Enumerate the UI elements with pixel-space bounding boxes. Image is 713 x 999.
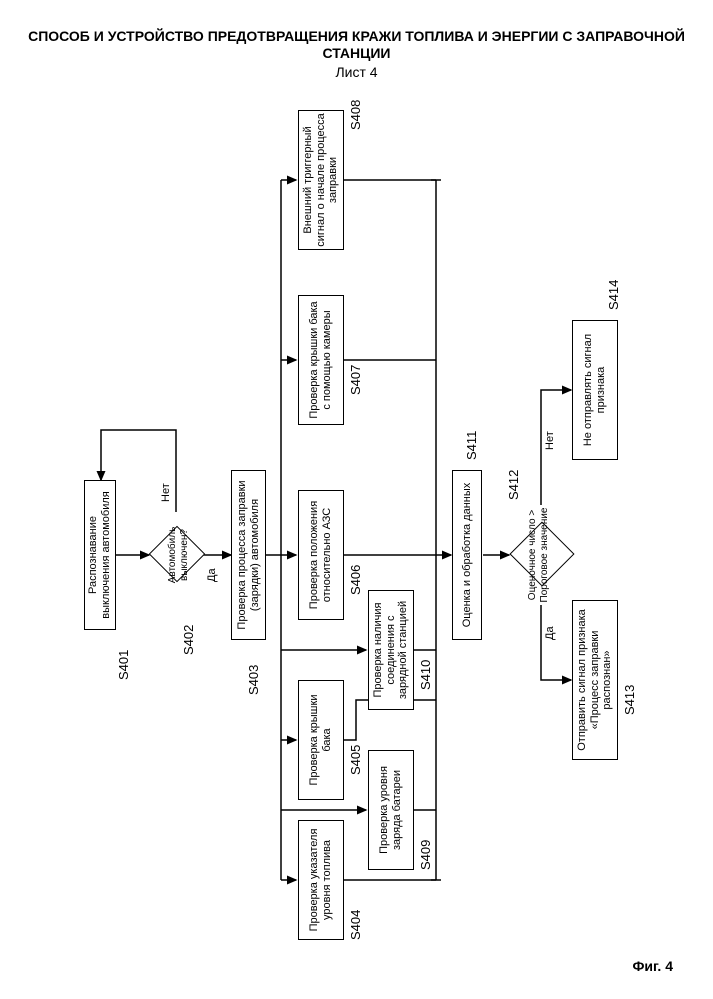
title-line-1: СПОСОБ И УСТРОЙСТВО ПРЕДОТВРАЩЕНИЯ КРАЖИ… (0, 28, 713, 45)
node-tank-cap: Проверка крышки бака (298, 680, 344, 800)
node-charger-connection: Проверка наличия соединения с зарядной с… (368, 590, 414, 710)
node-threshold-decision-text: Оценочное число > Пороговое значение (527, 495, 550, 615)
node-check-refuel-process: Проверка процесса заправки (зарядки) авт… (231, 470, 266, 640)
branch-no-2: Нет (544, 431, 556, 450)
step-s407: S407 (348, 365, 363, 395)
node-car-off-decision-text: Автомобиль выключен? (167, 515, 190, 595)
step-s406: S406 (348, 565, 363, 595)
step-s408: S408 (348, 100, 363, 130)
figure-label: Фиг. 4 (632, 958, 673, 974)
branch-yes-2: Да (544, 626, 556, 640)
node-send-signal: Отправить сигнал признака «Процесс запра… (572, 600, 618, 760)
step-s414: S414 (606, 280, 621, 310)
branch-no-1: Нет (160, 483, 172, 502)
flowchart-arrows (66, 70, 646, 950)
step-s412: S412 (506, 470, 521, 500)
step-s404: S404 (348, 910, 363, 940)
node-position-azs: Проверка положения относительно АЗС (298, 490, 344, 620)
branch-yes-1: Да (206, 568, 218, 582)
node-evaluate-data: Оценка и обработка данных (452, 470, 482, 640)
node-recognize-off: Распознавание выключения автомобиля (84, 480, 116, 630)
title-line-2: СТАНЦИИ (0, 45, 713, 62)
step-s409: S409 (418, 840, 433, 870)
step-s403: S403 (246, 665, 261, 695)
flowchart-canvas: Распознавание выключения автомобиля S401… (66, 70, 646, 950)
step-s413: S413 (622, 685, 637, 715)
step-s401: S401 (116, 650, 131, 680)
node-battery-level: Проверка уровня заряда батареи (368, 750, 414, 870)
node-cap-camera: Проверка крышки бака с помощью камеры (298, 295, 344, 425)
step-s411: S411 (464, 431, 479, 460)
node-ext-trigger: Внешний триггерный сигнал о начале проце… (298, 110, 344, 250)
step-s405: S405 (348, 745, 363, 775)
step-s410: S410 (418, 660, 433, 690)
node-no-send-signal: Не отправлять сигнал признака (572, 320, 618, 460)
node-fuel-gauge: Проверка указателя уровня топлива (298, 820, 344, 940)
step-s402: S402 (181, 625, 196, 655)
